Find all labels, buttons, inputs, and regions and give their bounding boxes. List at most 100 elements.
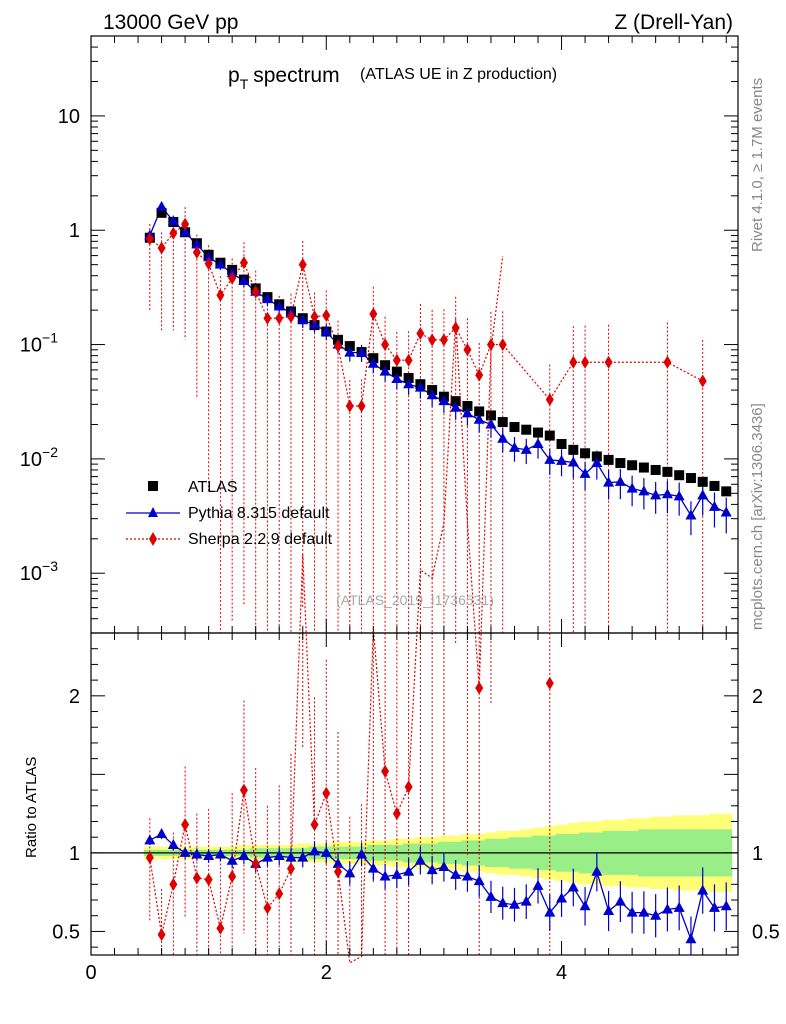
- pythia-ratio-point: [379, 870, 391, 881]
- energy-label: 13000 GeV pp: [103, 11, 238, 34]
- pythia-ratio-point: [650, 909, 662, 920]
- atlas-point: [544, 430, 555, 441]
- sherpa-point: [581, 355, 590, 369]
- pythia-ratio-point: [497, 897, 509, 908]
- atlas-point: [403, 372, 414, 383]
- sherpa-ratio-point: [275, 887, 284, 901]
- y-tick-label: 10−3: [20, 558, 58, 585]
- sherpa-point: [169, 226, 178, 240]
- pythia-point: [461, 407, 473, 418]
- pythia-ratio-point: [673, 901, 685, 912]
- ratio-y-tick-label-left: 2: [69, 686, 80, 708]
- sherpa-ratio-point: [334, 865, 343, 879]
- sherpa-point: [392, 353, 401, 367]
- sherpa-point: [416, 326, 425, 340]
- sherpa-ratio-point: [286, 862, 295, 876]
- pythia-point: [238, 274, 250, 285]
- pythia-point: [344, 346, 356, 357]
- sherpa-point: [369, 307, 378, 321]
- atlas-point: [591, 451, 602, 462]
- pythia-ratio-point: [532, 879, 544, 890]
- atlas-point: [697, 476, 708, 487]
- legend: ATLAS Pythia 8.315 default Sherpa 2.2.9 …: [126, 479, 333, 548]
- pythia-point: [473, 413, 485, 424]
- sherpa-point: [228, 271, 237, 285]
- pythia-point: [685, 509, 697, 520]
- ratio-y-tick-label-right: 0.5: [752, 921, 780, 943]
- sherpa-ratio-point: [204, 873, 213, 887]
- pythia-point: [191, 238, 203, 249]
- legend-atlas-label: ATLAS: [188, 479, 238, 496]
- pythia-ratio-point: [461, 870, 473, 881]
- pythia-ratio-point: [697, 884, 709, 895]
- sherpa-ratio-point: [404, 780, 413, 794]
- pythia-point: [661, 488, 673, 499]
- sherpa-point: [604, 355, 613, 369]
- pythia-point: [297, 314, 309, 325]
- pythia-point: [720, 506, 732, 517]
- sherpa-point: [145, 232, 154, 246]
- atlas-point: [497, 417, 508, 428]
- pythia-ratio-point: [708, 901, 720, 912]
- atlas-point: [344, 341, 355, 352]
- plot-title: pT spectrum: [228, 64, 340, 92]
- x-tick-label: 2: [321, 962, 332, 984]
- sherpa-point: [439, 333, 448, 347]
- pythia-ratio-point: [285, 851, 297, 862]
- atlas-point: [474, 406, 485, 417]
- sherpa-point: [298, 258, 307, 272]
- sherpa-ratio-point: [251, 857, 260, 871]
- atlas-point: [674, 470, 685, 481]
- pythia-ratio-point: [426, 864, 438, 875]
- pythia-ratio-point: [520, 895, 532, 906]
- plot-title-paren: (ATLAS UE in Z production): [360, 66, 557, 83]
- sherpa-point: [157, 241, 166, 255]
- atlas-point: [638, 462, 649, 473]
- pythia-point: [214, 258, 226, 269]
- legend-atlas-marker: [148, 481, 158, 491]
- pythia-point: [309, 318, 321, 329]
- pythia-point: [450, 401, 462, 412]
- ratio-y-tick-label-right: 2: [752, 686, 763, 708]
- atlas-point: [650, 464, 661, 475]
- y-tick-label: 1: [69, 220, 80, 242]
- pythia-ratio-point: [556, 892, 568, 903]
- sherpa-point: [239, 256, 248, 270]
- legend-sherpa-label: Sherpa 2.2.9 default: [188, 531, 333, 548]
- pythia-point: [414, 381, 426, 392]
- atlas-point: [603, 454, 614, 465]
- sherpa-ratio-point: [392, 807, 401, 821]
- pythia-point: [614, 475, 626, 486]
- sherpa-point: [345, 399, 354, 413]
- sherpa-ratio-point: [322, 786, 331, 800]
- atlas-point: [462, 401, 473, 412]
- atlas-point: [533, 427, 544, 438]
- process-label: Z (Drell-Yan): [614, 11, 733, 34]
- pythia-ratio-point: [261, 851, 273, 862]
- pythia-point: [508, 441, 520, 452]
- y-tick-label: 10−2: [20, 444, 58, 471]
- pythia-ratio-point: [603, 905, 615, 916]
- legend-sherpa-marker: [149, 532, 157, 546]
- pythia-ratio-point: [544, 906, 556, 917]
- pythia-point: [179, 226, 191, 237]
- pythia-point: [273, 300, 285, 311]
- pythia-ratio-point: [473, 875, 485, 886]
- atlas-point: [509, 422, 520, 433]
- pythia-point: [697, 489, 709, 500]
- ratio-panel: 2 21 10.5 0.50 2 4 Ratio to ATLAS: [23, 255, 780, 984]
- sherpa-point: [404, 353, 413, 367]
- pythia-ratio-point: [309, 845, 321, 856]
- pythia-point: [673, 490, 685, 501]
- sherpa-point: [569, 355, 578, 369]
- sherpa-point: [545, 393, 554, 407]
- pythia-point: [438, 395, 450, 406]
- pythia-point: [579, 467, 591, 478]
- sherpa-ratio-point: [169, 877, 178, 891]
- atlas-point: [580, 448, 591, 459]
- sherpa-point: [263, 311, 272, 325]
- pythia-ratio-point: [485, 890, 497, 901]
- pythia-point: [497, 432, 509, 443]
- atlas-point: [391, 366, 402, 377]
